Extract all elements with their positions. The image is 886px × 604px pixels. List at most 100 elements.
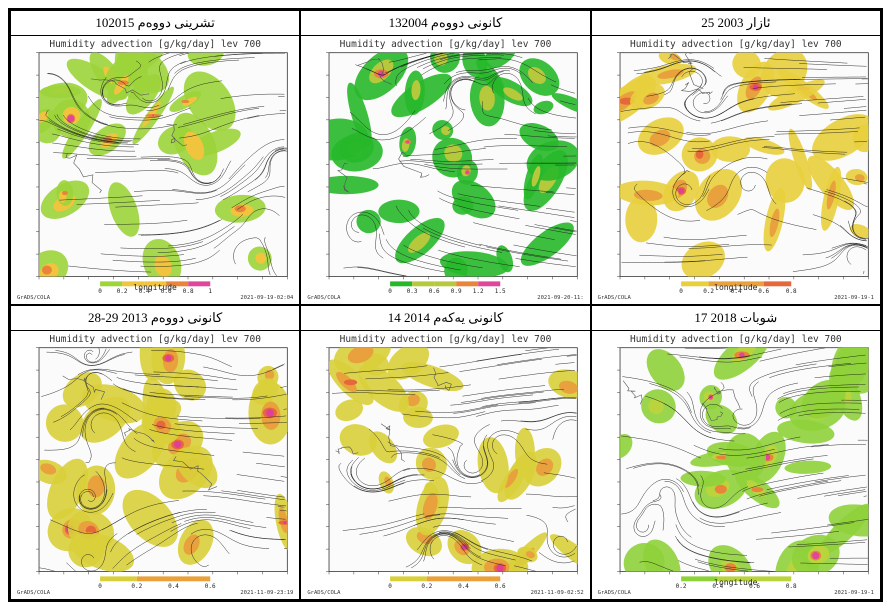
timestamp-label: 2021-11-09-02:52 [530, 590, 584, 596]
colorbar-label: 0.2 [131, 583, 142, 590]
streamline [439, 531, 517, 561]
streamline [355, 55, 433, 76]
streamline [681, 71, 704, 119]
streamline [82, 408, 138, 437]
colorbar-label: 0.6 [495, 583, 506, 590]
streamline [346, 211, 385, 243]
timestamp-label: 2021-09-20-11: [537, 295, 584, 301]
streamline [620, 435, 701, 459]
streamline [677, 560, 709, 572]
streamline [486, 246, 569, 262]
streamline [547, 135, 577, 138]
streamline [842, 177, 868, 183]
colorbar-label: 0.3 [407, 288, 418, 295]
streamline [627, 141, 685, 183]
streamline [54, 114, 131, 142]
streamline [385, 52, 443, 74]
colorbar-swatch [708, 281, 736, 287]
coastline [398, 151, 430, 178]
colorbar-swatch [136, 576, 174, 582]
streamline [438, 249, 521, 267]
streamline [476, 348, 560, 362]
streamline [149, 392, 233, 398]
humidity-blob [695, 150, 704, 159]
streamline [545, 192, 575, 195]
streamline [167, 59, 240, 90]
coastline [65, 153, 102, 194]
streamline [433, 533, 507, 567]
streamline [359, 514, 441, 535]
streamline [824, 190, 866, 239]
streamline [134, 374, 218, 382]
colorbar-label: 0.8 [785, 288, 796, 295]
streamline [663, 235, 747, 240]
humidity-blob [255, 252, 267, 264]
streamline [664, 256, 748, 263]
colorbar-swatch [166, 281, 189, 287]
streamline [796, 539, 867, 546]
streamline [710, 103, 792, 124]
colorbar-label: 0.6 [758, 288, 769, 295]
streamline [497, 354, 577, 365]
colorbar-label: 0.2 [703, 288, 714, 295]
colorbar-swatch [735, 281, 764, 287]
colorbar-swatch [100, 281, 123, 287]
streamline [84, 349, 110, 364]
streamlines [620, 347, 868, 572]
humidity-map: 0 0.2 0.4 0.6 Humidity advection [g/kg/day]… [305, 332, 585, 597]
streamlines [39, 52, 288, 276]
humidity-blob [175, 447, 218, 489]
streamline [633, 494, 662, 537]
humidity-blob [750, 487, 763, 493]
colorbar-label: 0.4 [168, 583, 179, 590]
map-title: Humidity advection [g/kg/day] lev 700 [49, 39, 261, 50]
colorbar-label: 0.4 [730, 288, 741, 295]
colorbar-label: 0.6 [749, 583, 760, 590]
streamline [770, 522, 854, 534]
streamline [692, 501, 768, 517]
panel-caption: 13کانونی دووەم 2004 [301, 11, 590, 36]
streamline [146, 80, 223, 111]
colorbar-label: 0 [98, 288, 102, 295]
streamline [478, 58, 557, 83]
streamline [470, 184, 554, 193]
streamline [788, 542, 865, 548]
streamline [265, 150, 286, 178]
humidity-field [39, 52, 272, 277]
streamline [755, 531, 839, 540]
streamline [698, 348, 782, 359]
coastline [381, 423, 406, 462]
streamline [448, 79, 476, 131]
map-svg: 0 0.2 0.4 0.6 [326, 347, 579, 590]
streamline [432, 434, 481, 477]
streamline [73, 474, 114, 513]
streamline [817, 99, 866, 104]
streamline [752, 83, 836, 89]
streamline [424, 164, 508, 170]
humidity-blob [526, 551, 536, 559]
humidity-map: 0 0.3 0.6 0.9 1.2 1.5 Humidity advection [g/k… [305, 37, 585, 302]
humidity-blob [646, 349, 685, 391]
streamline [746, 480, 828, 500]
streamline [408, 210, 482, 246]
streamline [232, 394, 287, 401]
streamline [100, 77, 160, 108]
streamline [814, 373, 866, 379]
streamline [280, 510, 287, 512]
humidity-blob [677, 188, 684, 194]
streamline [417, 530, 489, 551]
streamline [780, 96, 864, 103]
streamline [768, 362, 851, 379]
streamline [174, 57, 255, 74]
streamline [745, 455, 828, 470]
streamline [221, 490, 285, 500]
streamline [699, 512, 781, 524]
streamline [69, 403, 138, 431]
humidity-blob [358, 364, 410, 412]
humidity-blob [496, 564, 504, 572]
streamline [746, 444, 829, 459]
streamline [388, 493, 472, 502]
streamline [674, 535, 751, 564]
streamline [136, 511, 216, 535]
map-title: Humidity advection [g/kg/day] lev 700 [339, 39, 552, 50]
